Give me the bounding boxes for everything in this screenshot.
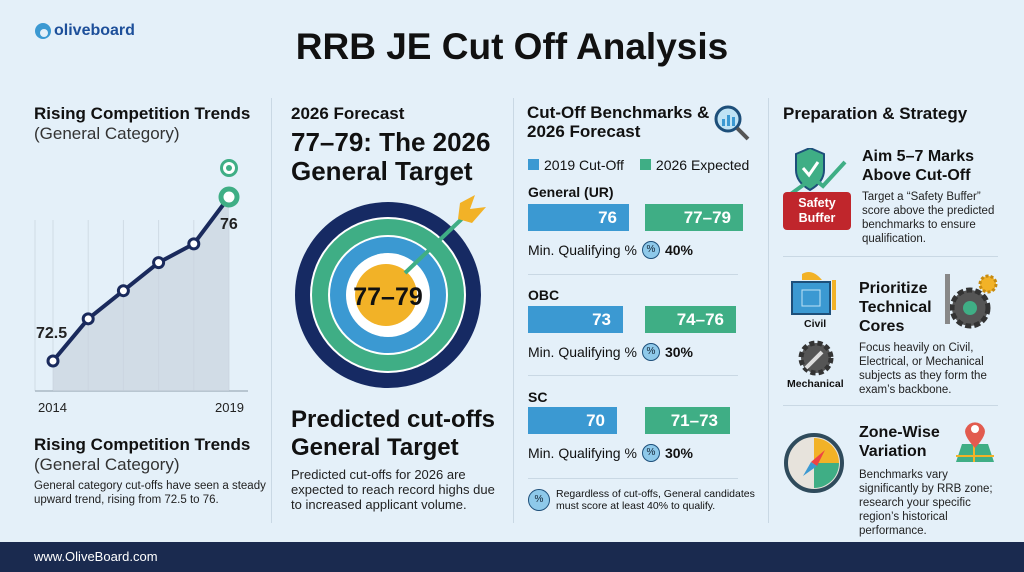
- bar-obc-2026: 74–76: [645, 306, 736, 333]
- bar-sc-2026: 71–73: [645, 407, 730, 434]
- target-icon: [295, 195, 486, 388]
- trend-line-chart: 72.5 76 2014 2019: [34, 159, 248, 415]
- percent-icon: %: [641, 444, 660, 462]
- area-fill: [53, 197, 229, 391]
- strategy-title: Preparation & Strategy: [783, 104, 968, 123]
- benchmarks-title: Cut-Off Benchmarks & 2026 Forecast: [527, 103, 710, 141]
- forecast-text: Predicted cut-offs for 2026 are expected…: [291, 467, 495, 512]
- percent-icon: %: [528, 489, 550, 511]
- strategy-item-text: Benchmarks vary significantly by RRB zon…: [859, 469, 993, 537]
- trends-summary: Rising Competition Trends (General Categ…: [34, 435, 269, 507]
- civil-label: Civil: [804, 318, 827, 330]
- mechanical-gear-icon: [798, 340, 834, 376]
- data-point: [152, 256, 166, 270]
- strategy-item-title: Zone-Wise Variation: [859, 424, 940, 460]
- percent-icon: %: [641, 241, 660, 259]
- page-title: RRB JE Cut Off Analysis: [295, 26, 729, 67]
- strategy-item-text: Focus heavily on Civil, Electrical, or M…: [859, 342, 987, 396]
- logo-drop-icon: [35, 23, 51, 39]
- benchmarks-note: % Regardless of cut-offs, General candid…: [528, 488, 756, 512]
- safety-shield-icon: [783, 148, 851, 230]
- category-sc: SC: [528, 389, 548, 405]
- category-obc: OBC: [528, 287, 560, 303]
- data-point: [218, 186, 240, 208]
- wrench-gears-icon: [945, 274, 998, 329]
- logo-text: oliveboard: [54, 22, 135, 39]
- compass-icon: [784, 433, 844, 493]
- civil-blueprint-icon: [791, 272, 836, 315]
- map-pin-icon: [956, 422, 994, 462]
- mechanical-label: Mechanical: [787, 378, 844, 390]
- legend-2026: 2026 Expected: [639, 157, 749, 173]
- safety-buffer-badge: Safety Buffer: [798, 196, 836, 225]
- magnifier-chart-icon: [714, 105, 750, 141]
- target-small-icon: [220, 159, 238, 177]
- target-value: 77–79: [353, 283, 423, 311]
- data-point: [116, 284, 130, 298]
- benchmarks-legend: 2019 Cut-Off 2026 Expected: [528, 157, 749, 173]
- bar-obc-2019: 73: [528, 306, 623, 333]
- trends-subtitle: (General Category): [34, 124, 180, 143]
- data-label: 76: [220, 216, 238, 233]
- data-point: [81, 312, 95, 326]
- strategy-item-title: Aim 5–7 Marks Above Cut-Off: [862, 148, 975, 184]
- percent-icon: %: [641, 343, 660, 361]
- forecast-kicker: 2026 Forecast: [291, 104, 405, 123]
- footer: www.OliveBoard.com: [0, 542, 1024, 572]
- trends-bottom-subtitle: (General Category): [34, 455, 180, 474]
- trends-text: General category cut-offs have seen a st…: [34, 480, 266, 506]
- x-tick-label: 2014: [38, 400, 67, 415]
- min-qualifying-obc: Min. Qualifying %% 30%: [528, 343, 693, 361]
- footer-url[interactable]: www.OliveBoard.com: [34, 549, 158, 564]
- series-line: [51, 195, 231, 363]
- trends-header: Rising Competition Trends (General Categ…: [34, 104, 250, 144]
- strategy-item-title: Prioritize Technical Cores: [859, 280, 932, 335]
- data-label: 72.5: [36, 325, 67, 342]
- forecast-headline: 77–79: The 2026 General Target: [291, 127, 491, 186]
- bar-sc-2019: 70: [528, 407, 617, 434]
- legend-2019: 2019 Cut-Off: [528, 157, 624, 173]
- category-general: General (UR): [528, 184, 614, 200]
- data-point: [46, 354, 60, 368]
- bar-general-2019: 76: [528, 204, 629, 231]
- min-qualifying-sc: Min. Qualifying %% 30%: [528, 444, 693, 462]
- arrow-icon: [403, 211, 470, 275]
- min-qualifying-general: Min. Qualifying %% 40%: [528, 241, 693, 259]
- data-point: [187, 237, 201, 251]
- trends-bottom-title: Rising Competition Trends: [34, 435, 251, 454]
- oliveboard-logo: oliveboard: [34, 22, 135, 40]
- strategy-item-text: Target a “Safety Buffer” score above the…: [862, 191, 995, 245]
- bar-general-2026: 77–79: [645, 204, 743, 231]
- trends-title: Rising Competition Trends: [34, 104, 251, 123]
- forecast-subheadline: Predicted cut-offs General Target: [291, 406, 496, 461]
- x-tick-label: 2019: [215, 400, 244, 415]
